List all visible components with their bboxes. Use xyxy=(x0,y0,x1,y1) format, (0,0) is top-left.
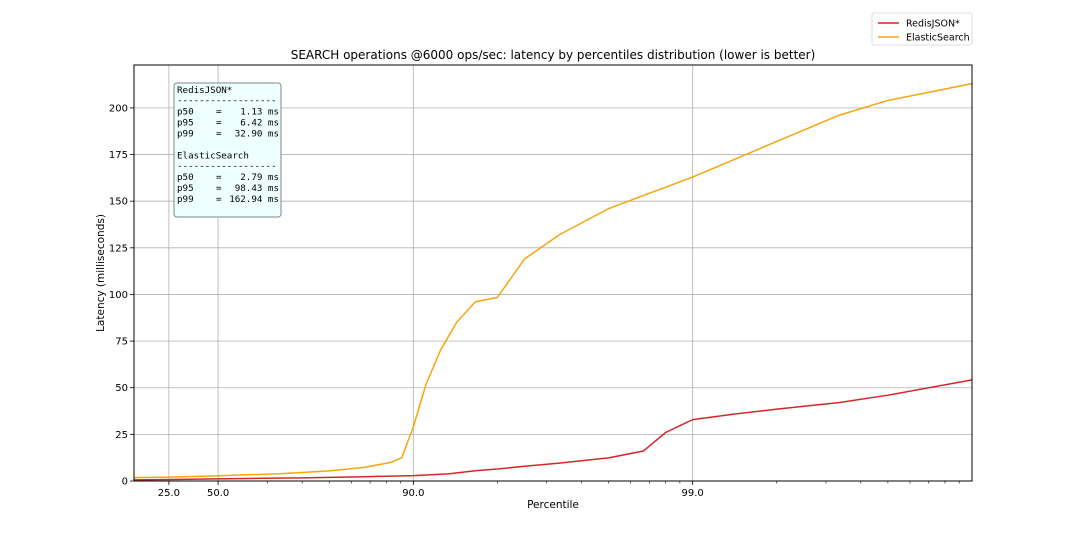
y-axis: 0 25 50 75 100 125 150 175 200 xyxy=(109,103,134,488)
x-tick-label: 90.0 xyxy=(402,488,424,499)
stats-row-equals: = xyxy=(216,172,222,183)
x-tick-label: 25.0 xyxy=(158,488,180,499)
x-axis-label: Percentile xyxy=(527,499,579,511)
stats-divider: ------------------ xyxy=(177,160,277,171)
stats-row-label: p50 xyxy=(177,172,194,183)
x-axis: 25.0 50.0 90.0 99.0 xyxy=(158,481,960,499)
y-tick-label: 0 xyxy=(122,477,128,488)
stats-row-equals: = xyxy=(216,106,222,117)
x-tick-label: 50.0 xyxy=(207,488,229,499)
y-tick-label: 125 xyxy=(109,243,128,254)
stats-row-equals: = xyxy=(216,194,222,205)
stats-row-label: p95 xyxy=(177,117,194,128)
legend: RedisJSON* ElasticSearch xyxy=(871,12,973,46)
stats-row-value: 32.90 ms xyxy=(235,128,279,139)
stats-row-label: p99 xyxy=(177,128,194,139)
x-tick-label: 99.0 xyxy=(682,488,704,499)
stats-section-name: ElasticSearch xyxy=(177,150,249,161)
stats-annotation: RedisJSON*------------------p50 = 1.13 msp… xyxy=(173,82,282,218)
legend-label-0: RedisJSON* xyxy=(906,19,960,30)
legend-label-1: ElasticSearch xyxy=(906,33,970,44)
stats-row-equals: = xyxy=(216,183,222,194)
y-tick-label: 75 xyxy=(115,337,128,348)
y-tick-label: 25 xyxy=(115,430,128,441)
y-tick-label: 200 xyxy=(109,103,128,114)
y-axis-label: Latency (milliseconds) xyxy=(95,214,107,332)
stats-row-label: p50 xyxy=(177,106,194,117)
stats-box xyxy=(173,82,282,218)
series-line-1 xyxy=(133,82,973,479)
y-tick-label: 175 xyxy=(109,150,128,161)
stats-row-label: p99 xyxy=(177,194,194,205)
stats-row-equals: = xyxy=(216,128,222,139)
stats-divider: ------------------ xyxy=(177,95,277,106)
stats-row-value: 2.79 ms xyxy=(240,172,279,183)
stats-row-value: 162.94 ms xyxy=(229,194,279,205)
plot-frame xyxy=(133,64,973,482)
stats-row-value: 98.43 ms xyxy=(235,183,279,194)
series-lines xyxy=(133,82,973,481)
chart-title: SEARCH operations @6000 ops/sec: latency… xyxy=(291,48,816,62)
y-tick-label: 50 xyxy=(115,383,128,394)
stats-row-equals: = xyxy=(216,117,222,128)
stats-row-value: 1.13 ms xyxy=(240,106,279,117)
stats-section-name: RedisJSON* xyxy=(177,85,232,96)
stats-row-value: 6.42 ms xyxy=(240,117,279,128)
y-tick-label: 100 xyxy=(109,290,128,301)
series-line-0 xyxy=(133,379,973,481)
y-tick-label: 150 xyxy=(109,197,128,208)
stats-row-label: p95 xyxy=(177,183,194,194)
